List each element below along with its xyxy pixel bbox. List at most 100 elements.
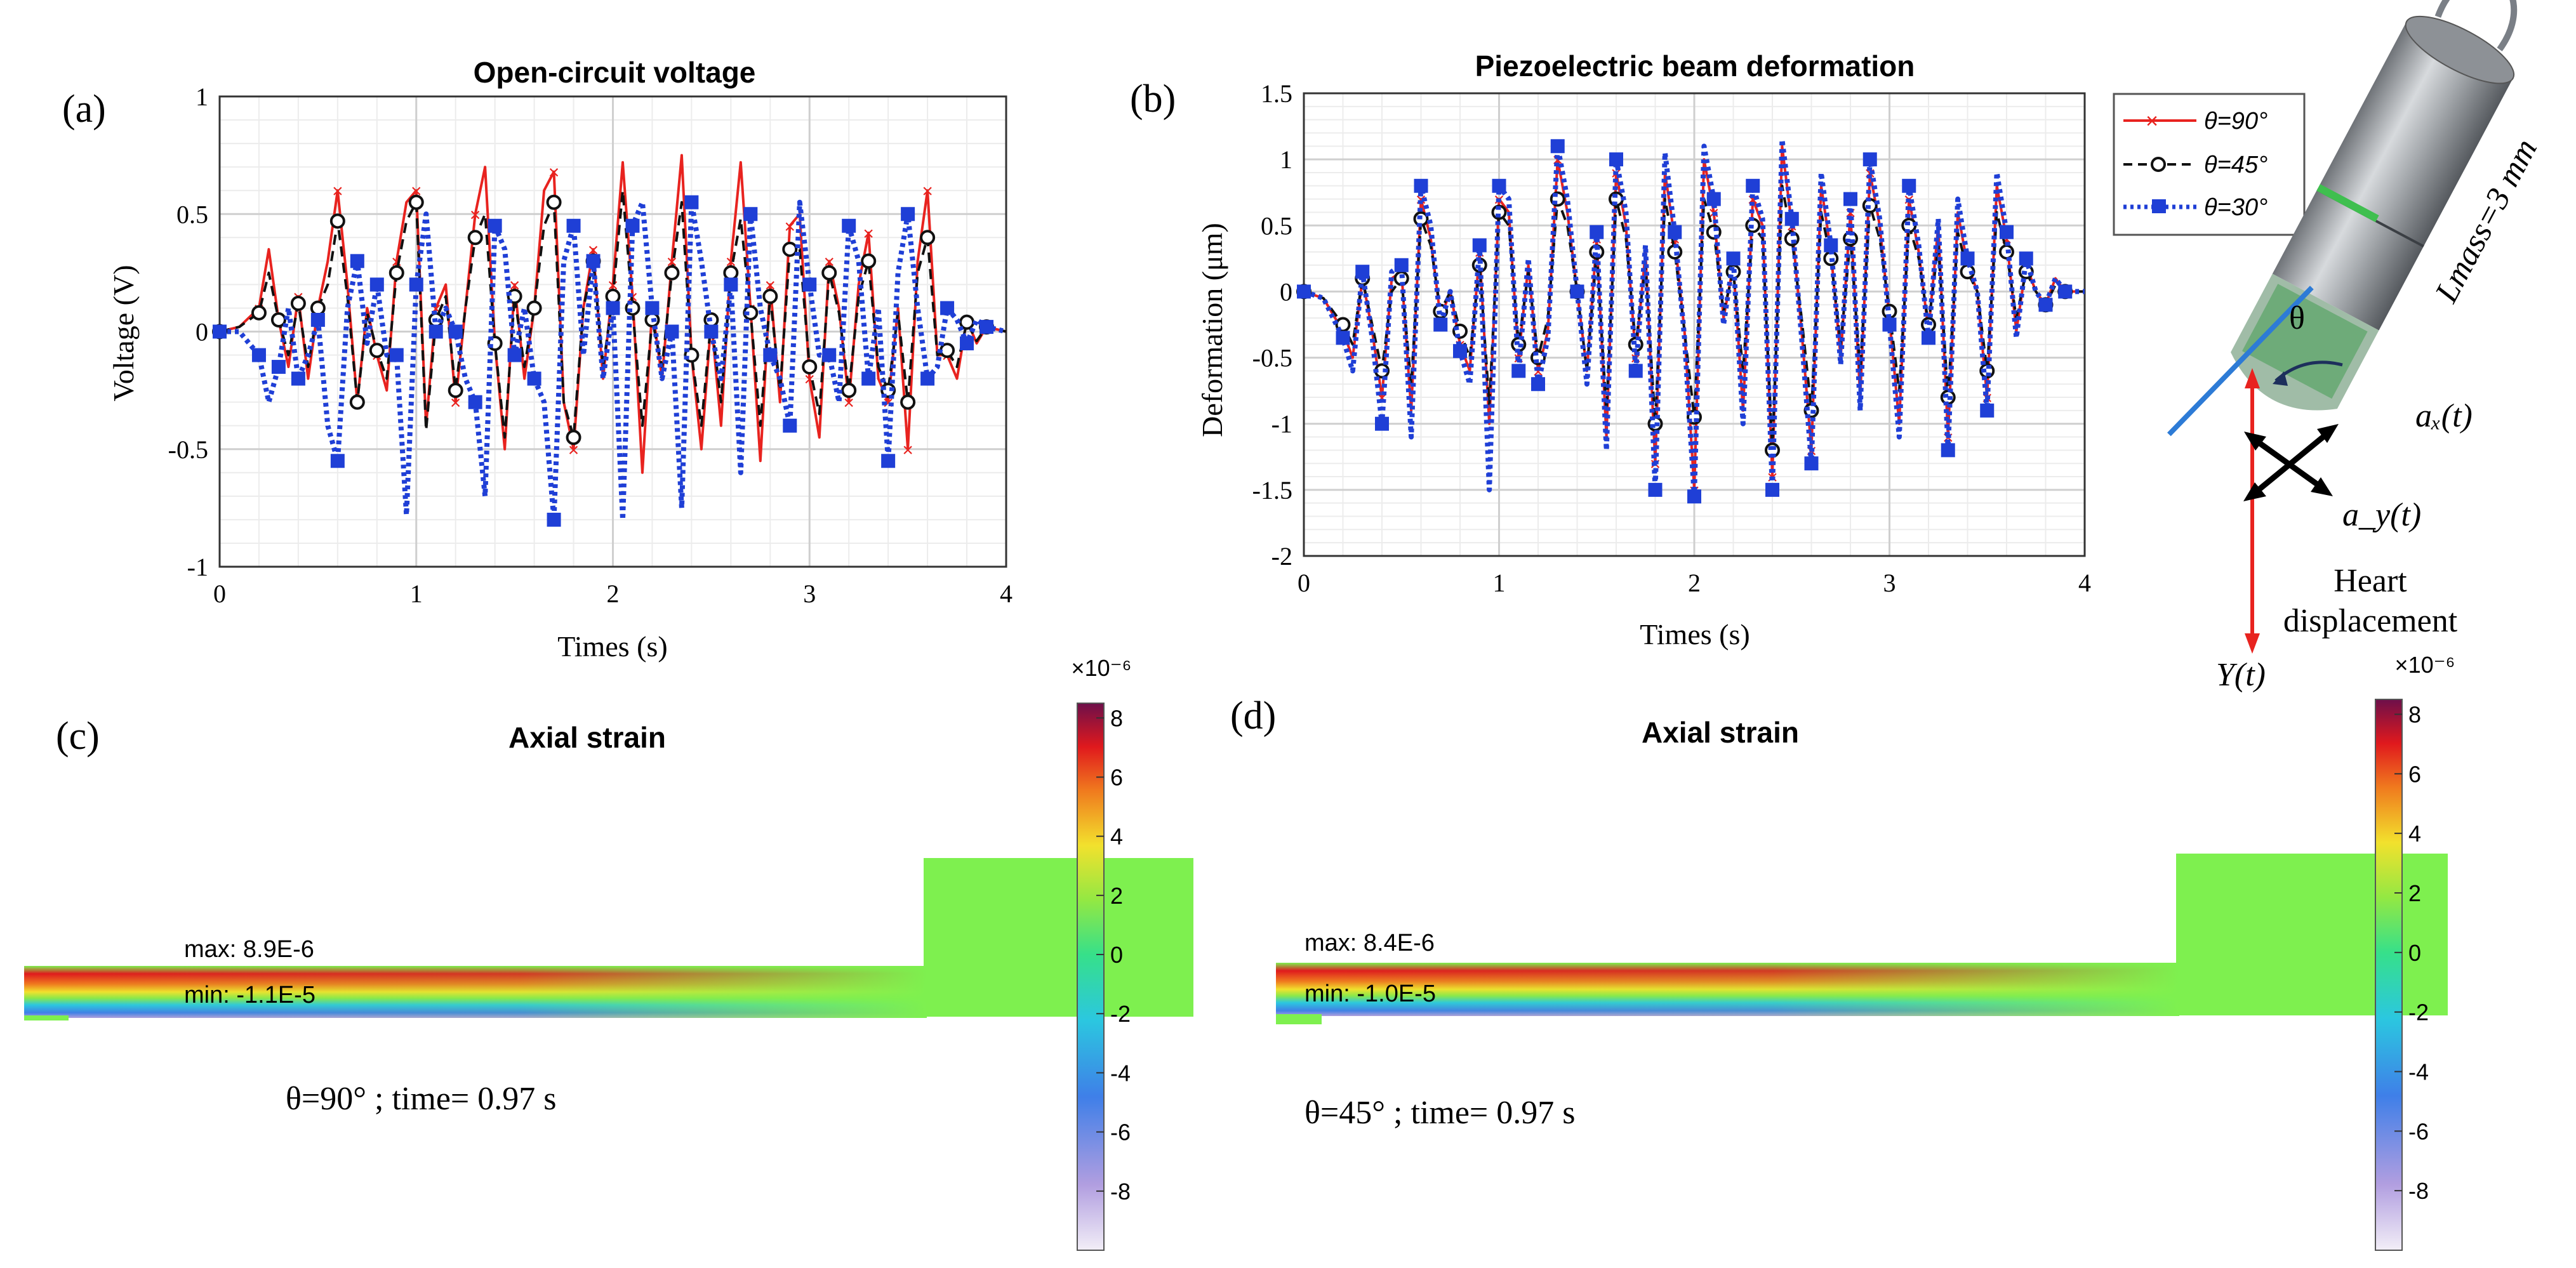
accel-arrows (2243, 424, 2339, 501)
chart-a-point-90: × (568, 440, 580, 461)
chart-a-ytick-label: 0.5 (176, 200, 208, 228)
capsule-body (2272, 22, 2513, 331)
chart-a-title: Open-circuit voltage (474, 56, 756, 89)
y-label: Y(t) (2216, 657, 2266, 693)
chart-a-point-30 (448, 324, 463, 339)
chart-a-ytick-label: -0.5 (168, 435, 208, 464)
colorbar-tick-label: -2 (1110, 1001, 1131, 1027)
chart-a-point-30 (802, 277, 817, 292)
chart-a-point-45 (388, 265, 404, 281)
chart-a-point-45 (310, 300, 326, 316)
legend-entry-90: × θ=90° (2123, 108, 2267, 135)
chart-b-xtick-label: 3 (1883, 569, 1896, 597)
chart-a-point-30 (625, 218, 640, 233)
chart-a-ylabel: Voltage (V) (107, 265, 140, 401)
chart-b-ytick-label: -1.5 (1252, 476, 1292, 505)
colorbar-tick-label: -8 (1110, 1179, 1131, 1205)
chart-a-point-30 (527, 371, 541, 386)
chart-a-point-90: × (922, 181, 933, 202)
chart-a-point-90: × (902, 440, 913, 461)
chart-b-point-30 (1336, 331, 1350, 345)
chart-a: Open-circuit voltage Times (s) Voltage (… (107, 56, 1012, 663)
colorbar-tick-label: -6 (1110, 1119, 1131, 1146)
strain-c-max: max: 8.9E-6 (184, 936, 314, 963)
chart-a-point-30 (704, 324, 719, 339)
chart-a-series-line-2 (220, 199, 1007, 522)
chart-a-point-30 (783, 418, 797, 433)
chart-b-point-30 (1648, 482, 1663, 497)
colorbar-tick-label: -6 (2408, 1118, 2429, 1144)
chart-a-point-30 (271, 360, 286, 374)
chart-b-point-30 (1472, 238, 1487, 253)
chart-a-point-45 (920, 230, 936, 246)
chart-b-point-30 (1590, 225, 1604, 239)
chart-b-xtick-label: 1 (1493, 569, 1506, 597)
chart-b-point-30 (1706, 192, 1721, 206)
chart-a-point-30 (645, 301, 660, 315)
chart-a-point-30 (409, 277, 423, 292)
chart-b-series-line-2 (1303, 136, 2085, 499)
chart-a-point-90: × (332, 181, 343, 202)
chart-a-point-30 (901, 207, 915, 221)
chart-b-point-30 (1843, 192, 1857, 206)
strain-d-min: min: -1.0E-5 (1305, 981, 1436, 1007)
chart-a-point-30 (488, 218, 502, 233)
chart-a-point-30 (251, 348, 266, 362)
chart-b-ytick-label: 0 (1280, 277, 1292, 306)
chart-a-point-30 (842, 218, 856, 233)
ax-label: aₓ(t) (2415, 398, 2473, 434)
chart-b-ytick-label: 0.5 (1261, 211, 1292, 240)
chart-b-point-30 (1941, 443, 1955, 458)
chart-b-xtick-label: 2 (1688, 569, 1701, 597)
chart-a-point-30 (213, 324, 227, 339)
theta-label: θ (2289, 300, 2305, 336)
chart-a-point-30 (861, 371, 876, 386)
chart-b-point-30 (1824, 238, 1838, 253)
colorbar-tick-label: -2 (2408, 1000, 2429, 1026)
capsule-hooks (2434, 0, 2518, 51)
heart-label-2: displacement (2283, 603, 2458, 639)
chart-a-ytick-label: 1 (196, 83, 208, 111)
chart-b-ylabel: Deformation (μm) (1196, 223, 1228, 437)
colorbar-tick-label: -4 (2408, 1059, 2429, 1085)
chart-b-point-30 (1609, 152, 1623, 167)
chart-a-point-90: × (548, 162, 560, 183)
chart-a-xtick-label: 4 (1000, 579, 1012, 608)
chart-a-point-30 (763, 348, 778, 362)
chart-b-title: Piezoelectric beam deformation (1475, 50, 1915, 83)
chart-a-point-30 (881, 454, 896, 468)
capsule (2167, 0, 2518, 437)
chart-b-point-30 (1687, 489, 1701, 504)
chart-a-point-90: × (450, 393, 461, 414)
strain-c-caption: θ=90° ; time= 0.97 s (286, 1081, 556, 1117)
chart-b-point-30 (1433, 317, 1448, 332)
chart-b-point-30 (1784, 211, 1799, 226)
panel-label-c: (c) (56, 715, 100, 758)
panel-label-d: (d) (1230, 694, 1276, 737)
chart-a-point-30 (822, 348, 837, 362)
colorbar-tick-label: -4 (1110, 1060, 1131, 1086)
chart-a-point-45 (841, 383, 857, 399)
chart-a-point-45 (467, 230, 483, 246)
chart-a-point-45 (270, 312, 286, 327)
chart-a-point-45 (723, 265, 739, 281)
chart-a-point-90: × (470, 204, 481, 225)
mass-axis (2167, 286, 2314, 437)
chart-b-point-30 (1882, 317, 1897, 332)
chart-b-point-30 (1804, 456, 1819, 471)
chart-a-point-45 (349, 394, 365, 410)
chart-b-point-30 (1960, 251, 1975, 266)
chart-a-point-30 (606, 301, 620, 315)
chart-a-point-45 (329, 213, 345, 229)
chart-a-point-90: × (863, 223, 874, 244)
colorbar-c-ticks: 8 6 4 2 0 -2 -4 -6 -8 (1096, 705, 1131, 1205)
chart-a-point-30 (291, 371, 305, 386)
chart-a-point-45 (939, 343, 955, 359)
chart-a-xtick-label: 2 (607, 579, 620, 608)
colorbar-d-ticks: 8 6 4 2 0 -2 -4 -6 -8 (2394, 701, 2429, 1204)
chart-a-point-30 (940, 301, 955, 315)
chart-a-point-30 (547, 512, 561, 527)
chart-a-ytick-label: 0 (196, 318, 208, 347)
strain-d-title: Axial strain (1642, 716, 1799, 749)
chart-a-point-45 (861, 253, 877, 269)
